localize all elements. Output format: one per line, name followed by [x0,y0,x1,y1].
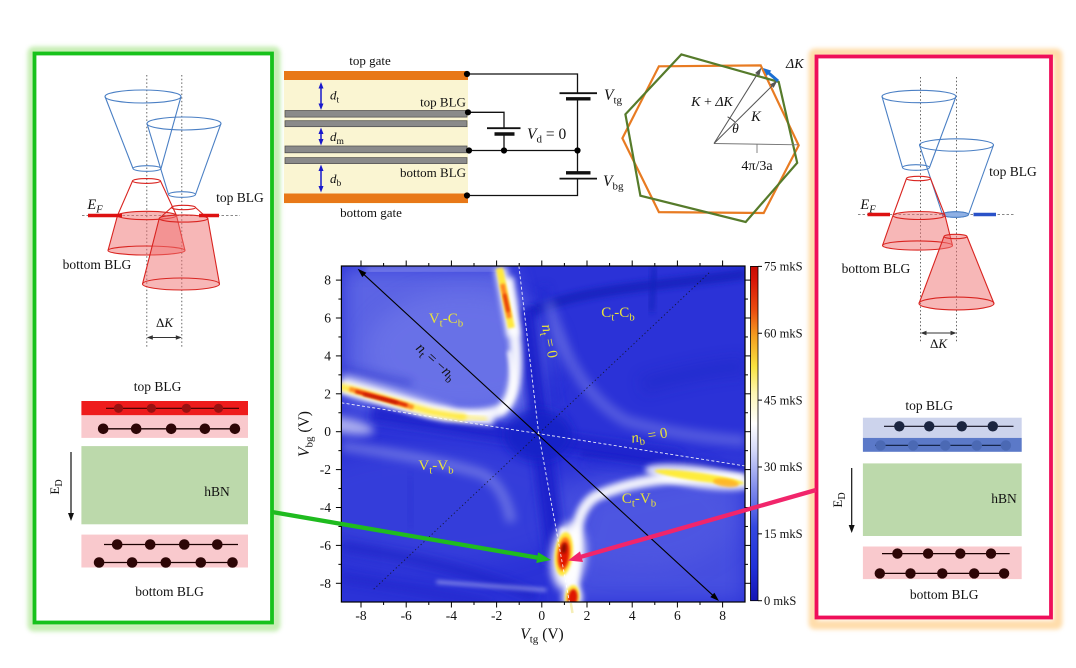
svg-text:top BLG: top BLG [420,95,466,110]
svg-text:Vtg: Vtg [604,87,623,107]
svg-text:-6: -6 [401,608,412,623]
svg-text:15 mkS: 15 mkS [764,527,803,541]
svg-text:75 mkS: 75 mkS [764,260,803,274]
svg-text:8: 8 [324,273,331,288]
svg-text:K + ΔK: K + ΔK [690,95,733,110]
svg-text:θ: θ [732,121,739,136]
svg-text:Vbg: Vbg [603,173,624,193]
svg-text:0: 0 [538,608,545,623]
svg-text:top BLG: top BLG [905,398,953,413]
svg-text:top gate: top gate [349,53,391,68]
svg-text:EF: EF [86,197,103,216]
svg-text:60 mkS: 60 mkS [764,326,803,340]
svg-text:hBN: hBN [204,484,230,499]
svg-text:0: 0 [324,424,331,439]
svg-text:nb = 0: nb = 0 [630,425,669,449]
svg-text:4: 4 [629,608,636,623]
svg-text:6: 6 [674,608,681,623]
svg-text:4π/3a: 4π/3a [741,159,773,174]
svg-text:Vt-Cb: Vt-Cb [429,311,464,330]
svg-text:-4: -4 [446,608,457,623]
svg-text:bottom BLG: bottom BLG [842,261,911,276]
svg-text:ΔK: ΔK [156,315,174,330]
svg-text:bottom BLG: bottom BLG [400,165,466,180]
svg-text:top BLG: top BLG [989,164,1037,179]
svg-text:Ct-Vb: Ct-Vb [622,491,657,510]
svg-text:ΔK: ΔK [930,336,948,351]
svg-text:2: 2 [584,608,591,623]
svg-text:db: db [330,171,342,189]
svg-text:Vtg (V): Vtg (V) [520,626,563,646]
svg-text:-2: -2 [491,608,502,623]
svg-text:Ct-Cb: Ct-Cb [601,305,635,324]
svg-text:bottom BLG: bottom BLG [135,584,204,599]
svg-text:K: K [750,109,762,125]
svg-text:top BLG: top BLG [134,379,182,394]
svg-text:hBN: hBN [991,491,1017,506]
svg-text:Vd = 0: Vd = 0 [527,126,566,146]
svg-text:4: 4 [324,348,331,363]
svg-text:-6: -6 [320,538,331,553]
svg-text:bottom gate: bottom gate [340,205,402,220]
svg-text:6: 6 [324,311,331,326]
svg-text:-2: -2 [320,462,331,477]
svg-text:2: 2 [324,386,331,401]
svg-text:0 mkS: 0 mkS [764,594,796,608]
svg-text:Vbg (V): Vbg (V) [296,411,316,457]
svg-text:Vt-Vb: Vt-Vb [418,458,454,477]
svg-text:-4: -4 [320,500,331,515]
svg-text:30 mkS: 30 mkS [764,460,803,474]
svg-text:bottom BLG: bottom BLG [910,587,979,602]
svg-text:nt = 0: nt = 0 [535,323,560,360]
svg-text:dm: dm [330,129,345,147]
svg-text:bottom BLG: bottom BLG [63,257,132,272]
svg-text:-8: -8 [355,608,366,623]
svg-text:EF: EF [859,197,876,216]
svg-text:top BLG: top BLG [216,190,264,205]
svg-text:dt: dt [330,88,340,106]
svg-text:8: 8 [719,608,726,623]
svg-text:ΔK: ΔK [785,57,804,72]
svg-text:45 mkS: 45 mkS [764,393,803,407]
svg-text:-8: -8 [320,576,331,591]
